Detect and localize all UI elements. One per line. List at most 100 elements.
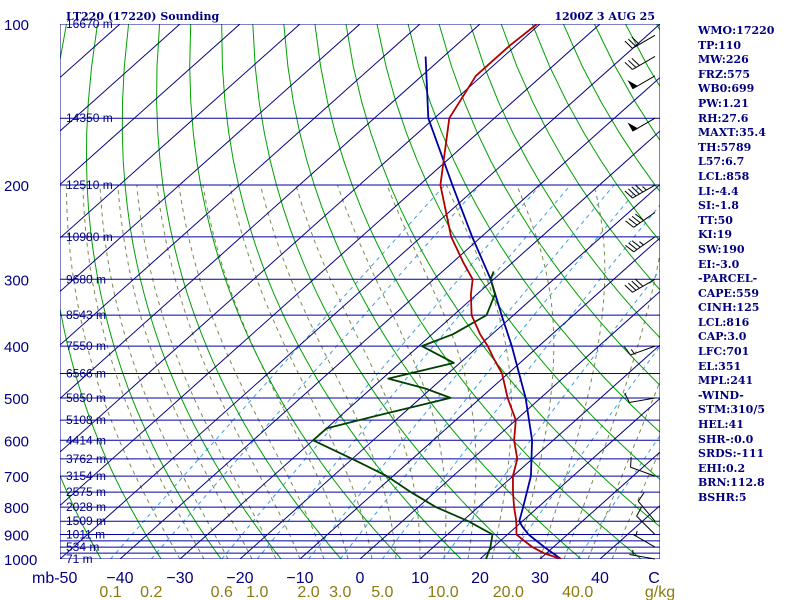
- mixing-ratio-tick-label: 40.0: [562, 584, 593, 600]
- index-item: LCL:816: [698, 315, 750, 329]
- barb-full: [625, 220, 635, 228]
- barb-staff: [632, 56, 656, 70]
- index-item: -WIND-: [698, 388, 744, 402]
- height-label: 6566 m: [66, 366, 106, 380]
- dry-adiabat-line: [345, 24, 660, 528]
- mixing-ratio-tick-label: 0.1: [99, 584, 121, 600]
- mixing-ratio-line: [150, 184, 481, 559]
- isotherm-line: [60, 24, 241, 186]
- barb-full: [634, 278, 644, 287]
- mixing-ratio-tick-label: 0.6: [211, 584, 233, 600]
- temperature-line: [439, 24, 562, 559]
- wind-barb: [627, 117, 656, 132]
- barb-full: [630, 456, 632, 468]
- dry-adiabat-line: [189, 24, 402, 559]
- isotherm-line: [299, 237, 660, 559]
- barb-staff: [629, 397, 656, 403]
- barb-full: [634, 184, 644, 193]
- mixing-ratio-line: [110, 184, 446, 559]
- height-label: 3762 m: [66, 452, 106, 466]
- barb-pennant: [627, 80, 638, 89]
- barb-full: [631, 215, 641, 224]
- height-label: 7550 m: [66, 339, 106, 353]
- height-label: 5850 m: [66, 391, 106, 405]
- temperature-tick-label: 30: [531, 570, 549, 587]
- temperature-tick-label: −10: [286, 570, 313, 587]
- height-label: 1509 m: [66, 514, 106, 528]
- height-label: 16670 m: [66, 17, 113, 31]
- barb-full: [637, 492, 645, 502]
- temperature-tick-label: 10: [411, 570, 429, 587]
- wind-barb: [624, 184, 656, 199]
- pressure-tick-label: 300: [4, 272, 29, 289]
- moist-adiabat-line: [156, 185, 301, 559]
- moist-adiabat-line: [337, 184, 447, 559]
- index-item: TP:110: [698, 38, 742, 52]
- temperature-axis: mb-50 −40 −30 −20 −10 0 10 20 30 40 C: [32, 570, 660, 587]
- barb-full: [628, 282, 637, 291]
- barb-full: [624, 392, 630, 403]
- barb-full: [624, 190, 633, 199]
- height-label: 2575 m: [66, 485, 106, 499]
- mixing-ratio-line: [381, 204, 660, 559]
- mixing-ratio-tick-label: 5.0: [371, 584, 393, 600]
- barb-full: [624, 40, 633, 49]
- barb-full: [635, 213, 644, 221]
- isotherm-line: [359, 290, 660, 559]
- height-labels: 16670 m 14350 m 12510 m 10980 m 9680 m 8543 m…: [66, 17, 113, 566]
- mixing-ratio-tick-label: 3.0: [329, 584, 351, 600]
- isotherm-line: [419, 344, 660, 559]
- barb-full: [628, 242, 638, 250]
- barb-full: [624, 61, 633, 70]
- index-item: CINH:125: [698, 301, 760, 315]
- wind-barb: [637, 492, 656, 522]
- height-label: 10980 m: [66, 230, 113, 244]
- mixing-ratio-tick-label: 0.2: [140, 584, 162, 600]
- index-item: TH:5789: [698, 140, 752, 154]
- pressure-tick-label: 900: [4, 528, 29, 545]
- temperature-tick-label: 40: [591, 570, 609, 587]
- barb-staff: [629, 553, 656, 560]
- index-item: FRZ:575: [698, 67, 751, 81]
- barb-staff: [630, 345, 656, 356]
- wind-barb: [636, 506, 656, 535]
- index-item: TT:50: [698, 213, 733, 227]
- moist-adiabat-line: [386, 184, 477, 559]
- isotherm-line: [239, 183, 660, 559]
- index-item: SW:190: [698, 242, 745, 256]
- barb-staff: [632, 533, 656, 548]
- index-item: WMO:17220: [698, 24, 775, 37]
- temperature-tick-label: mb-50: [32, 570, 77, 587]
- barb-full: [628, 218, 638, 226]
- moist-adiabat-line: [99, 185, 229, 559]
- wind-barb: [624, 34, 656, 49]
- height-label: 14350 m: [66, 111, 113, 125]
- isotherm-line: [539, 451, 660, 559]
- temperature-tick-label: −20: [226, 570, 253, 587]
- barb-half: [632, 549, 634, 556]
- temperature-tick-label: −30: [166, 570, 193, 587]
- index-item: LI:-4.4: [698, 184, 739, 198]
- isotherm-line: [60, 24, 481, 400]
- index-item: CAP:3.0: [698, 330, 747, 344]
- index-item: WB0:699: [698, 82, 755, 96]
- height-label: 1011 m: [66, 528, 105, 542]
- barb-full: [628, 59, 637, 68]
- index-item: SRDS:-111: [698, 447, 765, 461]
- barb-staff: [630, 466, 656, 477]
- isotherm-line: [60, 24, 541, 453]
- isotherm-line: [60, 24, 181, 132]
- barb-full: [628, 188, 637, 197]
- wind-barb: [625, 236, 656, 253]
- dry-adiabat-line: [221, 24, 462, 559]
- isotherm-line: [60, 24, 361, 293]
- moist-adiabat-line: [136, 185, 277, 559]
- index-item: KI:19: [698, 228, 733, 242]
- isotherm-line: [60, 24, 601, 507]
- mixing-ratio-line: [308, 184, 615, 559]
- barb-staff: [637, 501, 656, 522]
- dry-adiabat-line: [121, 24, 282, 559]
- parcel-trace: [424, 56, 562, 559]
- index-item: BSHR:5: [698, 491, 747, 504]
